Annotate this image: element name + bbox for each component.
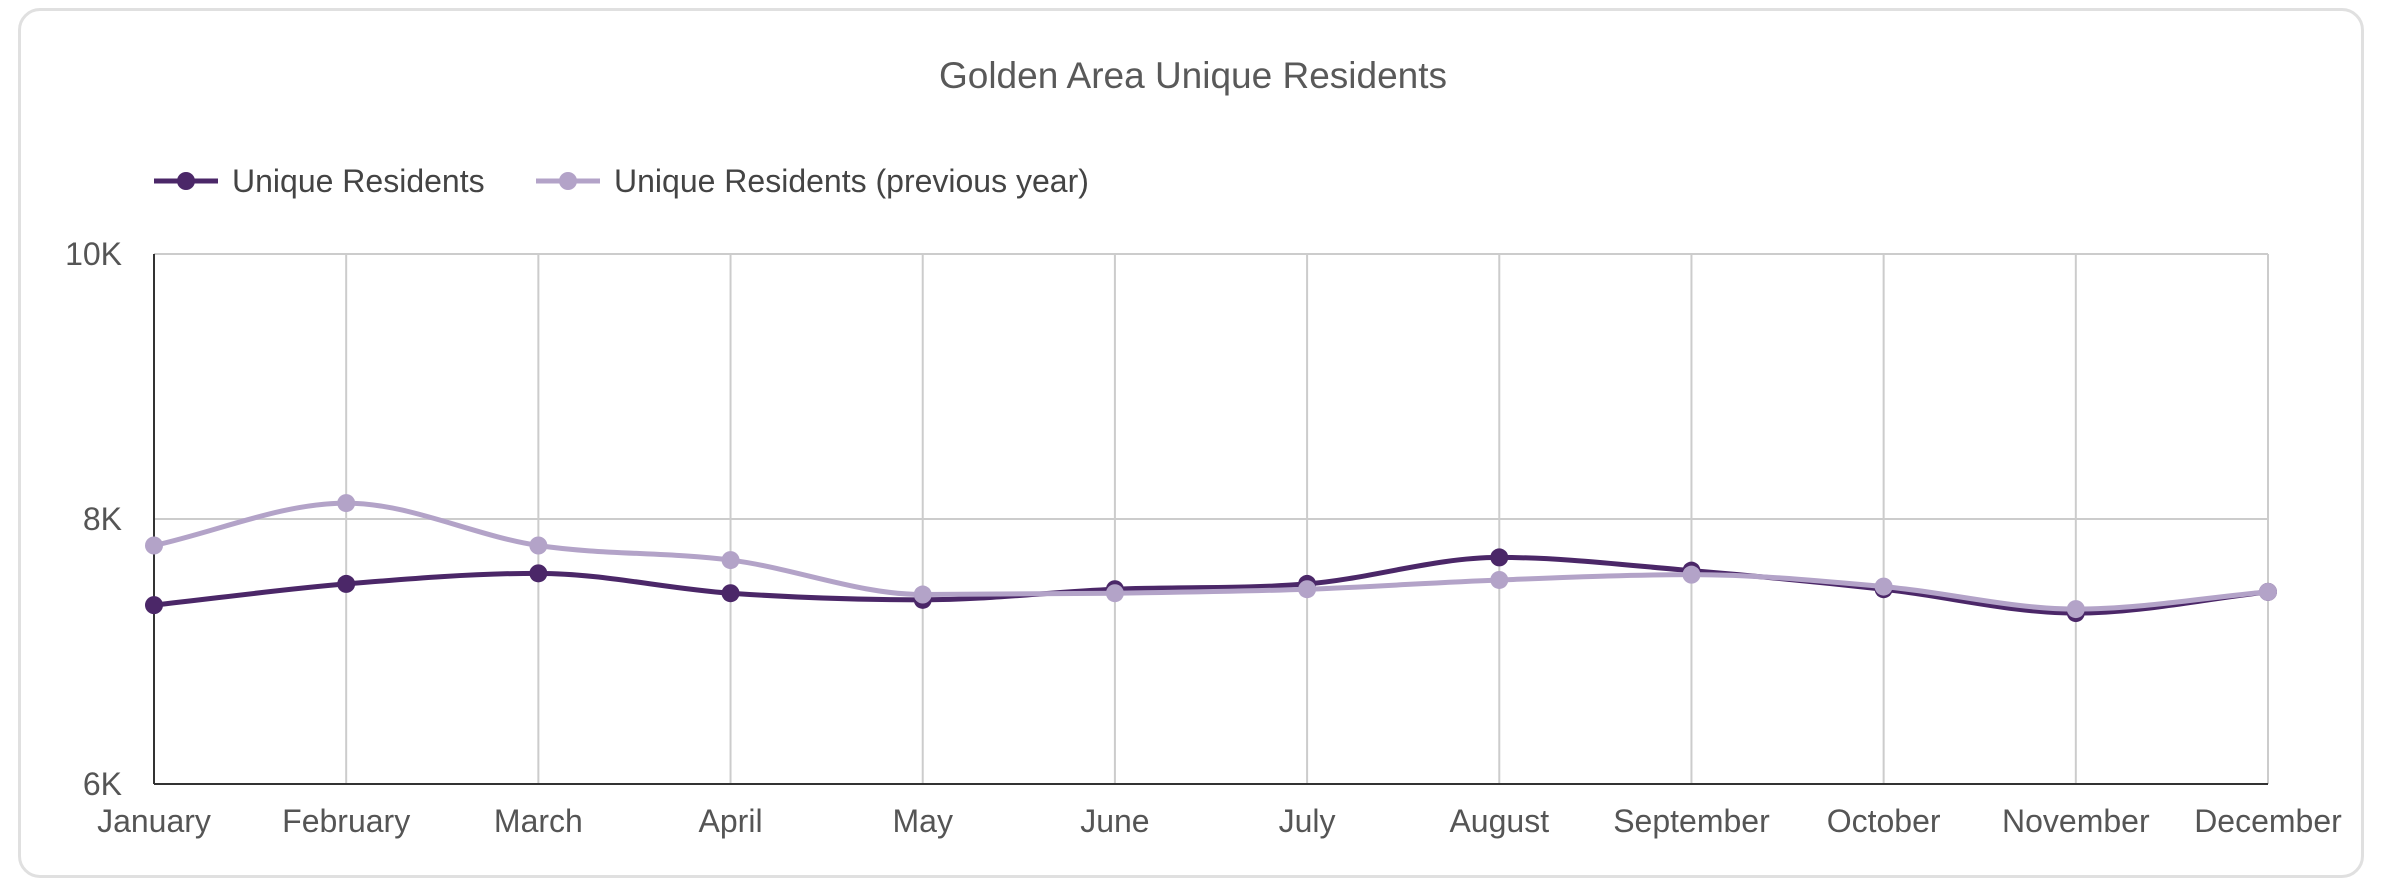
legend-label-series-2: Unique Residents (previous year): [614, 163, 1089, 199]
x-tick-label: November: [2002, 803, 2150, 839]
series-2-point[interactable]: [1298, 580, 1317, 599]
series-2-point[interactable]: [1490, 570, 1509, 589]
x-tick-label: September: [1613, 803, 1770, 839]
x-tick-label: May: [893, 803, 953, 839]
y-tick-label: 10K: [65, 236, 122, 272]
chart-title: Golden Area Unique Residents: [939, 55, 1447, 96]
series-2-line: [153, 500, 2269, 612]
x-tick-label: January: [97, 803, 211, 839]
series-1-point[interactable]: [1490, 548, 1509, 567]
y-tick-label: 6K: [83, 766, 122, 802]
x-tick-label: March: [494, 803, 583, 839]
y-axis-ticks: 6K 8K 10K: [65, 236, 122, 802]
series-2-point[interactable]: [2259, 582, 2277, 601]
x-axis-ticks: January February March April May June July Augu…: [97, 803, 2342, 839]
x-tick-label: April: [699, 803, 763, 839]
legend: Unique Residents Unique Residents (previ…: [154, 163, 1089, 199]
series-2-point[interactable]: [1874, 577, 1893, 596]
x-tick-label: October: [1827, 803, 1941, 839]
series-2: [145, 494, 2277, 619]
legend-marker-series-2: [559, 172, 577, 190]
y-tick-label: 8K: [83, 501, 122, 537]
series-1-point[interactable]: [721, 584, 740, 603]
axes: [153, 254, 2268, 785]
x-tick-label: December: [2194, 803, 2342, 839]
series-2-point[interactable]: [2066, 600, 2085, 619]
series-2-point[interactable]: [1105, 584, 1124, 603]
x-tick-label: July: [1279, 803, 1336, 839]
series-1-line: [153, 554, 2269, 616]
x-tick-label: June: [1080, 803, 1149, 839]
series-group: [145, 494, 2277, 623]
legend-item-series-1[interactable]: Unique Residents: [154, 163, 485, 199]
legend-label-series-1: Unique Residents: [232, 163, 485, 199]
x-tick-label: February: [282, 803, 410, 839]
series-1-point[interactable]: [337, 574, 356, 593]
series-2-point[interactable]: [913, 585, 932, 604]
chart-card: [18, 8, 2364, 878]
series-1-point[interactable]: [145, 596, 163, 615]
series-1-point[interactable]: [529, 564, 548, 583]
series-2-point[interactable]: [1682, 565, 1701, 584]
x-tick-label: August: [1449, 803, 1549, 839]
series-2-point[interactable]: [337, 494, 356, 513]
gridlines: [154, 253, 2269, 784]
legend-item-series-2[interactable]: Unique Residents (previous year): [536, 163, 1089, 199]
series-2-point[interactable]: [529, 536, 548, 555]
series-2-point[interactable]: [145, 536, 163, 555]
series-1: [145, 548, 2277, 623]
legend-marker-series-1: [177, 172, 195, 190]
series-2-point[interactable]: [721, 551, 740, 570]
